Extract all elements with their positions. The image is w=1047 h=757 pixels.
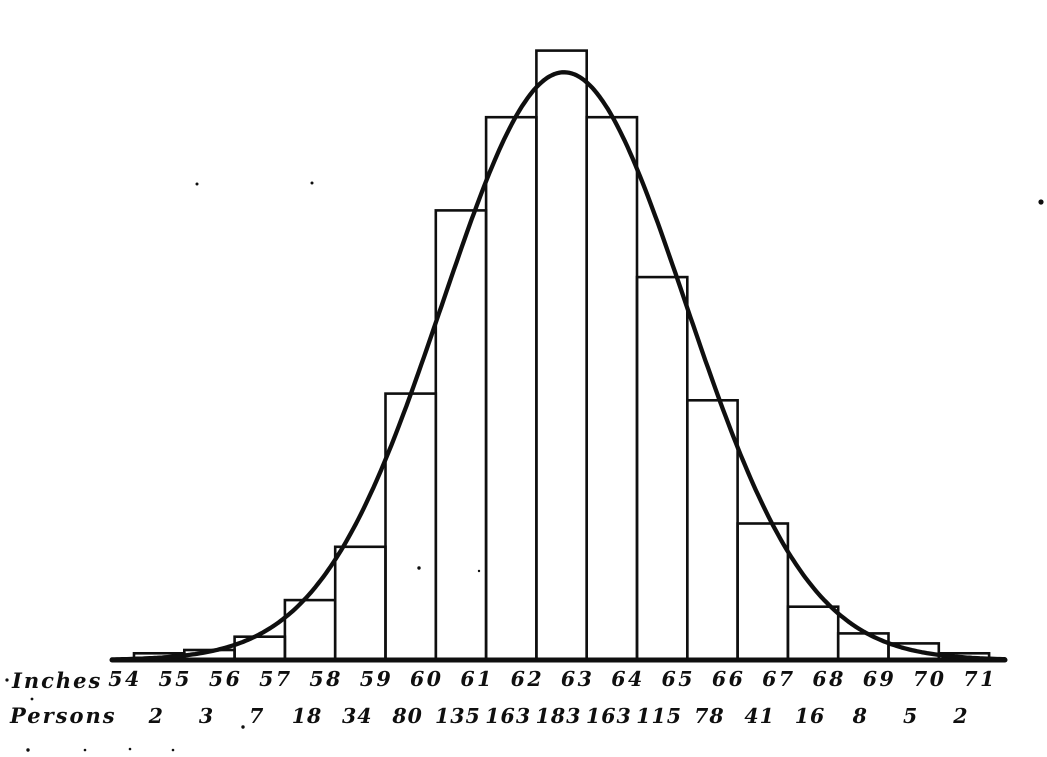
histogram-bar: [585, 115, 639, 662]
inches-tick-label: 57: [259, 667, 293, 691]
histogram-bar: [685, 398, 739, 662]
ink-speck: [128, 747, 132, 751]
ink-speck: [171, 748, 175, 752]
ink-speck: [30, 697, 34, 701]
inches-tick-label: 65: [662, 667, 696, 691]
ink-speck: [241, 725, 245, 729]
histogram-bar: [836, 632, 890, 662]
histogram-bar: [736, 522, 790, 662]
inches-tick-label: 70: [913, 667, 947, 691]
inches-tick-label: 54: [108, 667, 142, 691]
persons-count-label: 16: [795, 704, 826, 728]
persons-count-label: 183: [536, 704, 582, 728]
inches-tick-label: 64: [611, 667, 645, 691]
persons-row-label: Persons: [9, 703, 117, 728]
persons-count-label: 115: [636, 704, 682, 728]
inches-tick-label: 63: [561, 667, 595, 691]
persons-count-label: 3: [199, 704, 214, 728]
histogram-bar: [434, 209, 488, 662]
ink-speck: [1038, 199, 1044, 205]
ink-speck: [417, 566, 421, 570]
persons-count-label: 78: [694, 704, 725, 728]
inches-tick-label: 58: [309, 667, 343, 691]
persons-count-label: 2: [952, 704, 968, 728]
histogram-bar: [786, 605, 840, 662]
normal-curve: [109, 70, 1007, 662]
inches-tick-label: 68: [812, 667, 846, 691]
inches-tick-label: 55: [159, 667, 193, 691]
inches-tick-label: 61: [460, 667, 494, 691]
histogram-bar: [484, 115, 538, 662]
ink-speck: [477, 569, 481, 573]
ink-speck: [310, 181, 314, 185]
ink-speck: [26, 748, 30, 752]
inches-tick-label: 67: [762, 667, 796, 691]
persons-count-label: 80: [391, 704, 423, 728]
inches-tick-label: 69: [863, 667, 897, 691]
persons-count-label: 5: [903, 704, 918, 728]
persons-count-label: 163: [485, 704, 531, 728]
histogram-bar: [384, 392, 438, 662]
inches-tick-label: 59: [360, 667, 394, 691]
histogram-bar: [635, 275, 689, 662]
persons-count-label: 18: [292, 704, 323, 728]
persons-count-label: 8: [852, 704, 868, 728]
inches-tick-label: 56: [209, 667, 243, 691]
persons-count-label: 163: [586, 704, 632, 728]
persons-count-label: 34: [342, 704, 373, 728]
inches-tick-label: 62: [511, 667, 545, 691]
histogram-bar: [333, 545, 387, 662]
ink-speck: [195, 182, 199, 186]
histogram-bar: [535, 49, 589, 662]
persons-count-label: 135: [435, 704, 481, 728]
ink-speck: [5, 678, 9, 682]
ink-speck: [83, 748, 87, 752]
inches-tick-label: 66: [712, 667, 746, 691]
persons-count-label: 7: [249, 704, 264, 728]
inches-tick-label: 60: [410, 667, 444, 691]
persons-count-label: 2: [148, 704, 164, 728]
inches-tick-label: 71: [963, 667, 997, 691]
inches-row-label: Inches: [11, 668, 102, 693]
persons-count-label: 41: [744, 704, 775, 728]
